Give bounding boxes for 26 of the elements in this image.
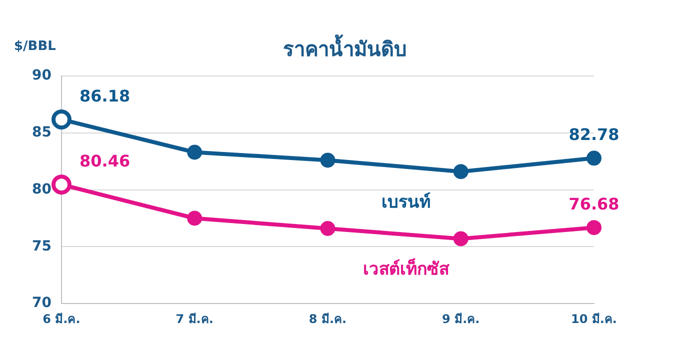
point xyxy=(586,220,602,236)
point xyxy=(187,144,202,160)
data-label: 82.78 xyxy=(568,125,620,144)
x-tick-label: 10 มี.ค. xyxy=(571,312,617,326)
data-label: 80.46 xyxy=(79,152,130,171)
point xyxy=(453,164,468,180)
point xyxy=(586,150,602,166)
x-tick-label: 9 มี.ค. xyxy=(442,312,480,326)
y-tick-label: 75 xyxy=(32,238,52,254)
series-label: เวสต์เท็กซัส xyxy=(362,256,450,280)
data-label: 76.68 xyxy=(568,194,620,214)
x-tick-label: 6 มี.ค. xyxy=(42,312,80,326)
chart-title: ราคาน้ำมันดิบ xyxy=(283,34,407,61)
point xyxy=(187,210,202,226)
point xyxy=(320,220,336,236)
point xyxy=(453,231,468,246)
y-tick-label: 80 xyxy=(32,181,52,198)
x-tick-label: 7 มี.ค. xyxy=(176,312,214,326)
series-label: เบรนท์ xyxy=(381,192,430,213)
y-tick-label: 85 xyxy=(32,124,52,141)
y-tick-label: 90 xyxy=(32,68,52,84)
y-tick-label: 70 xyxy=(32,295,52,312)
y-axis-title: $/BBL xyxy=(14,39,56,54)
data-label: 86.18 xyxy=(79,86,130,106)
point xyxy=(320,152,336,168)
x-tick-label: 8 มี.ค. xyxy=(308,312,347,326)
